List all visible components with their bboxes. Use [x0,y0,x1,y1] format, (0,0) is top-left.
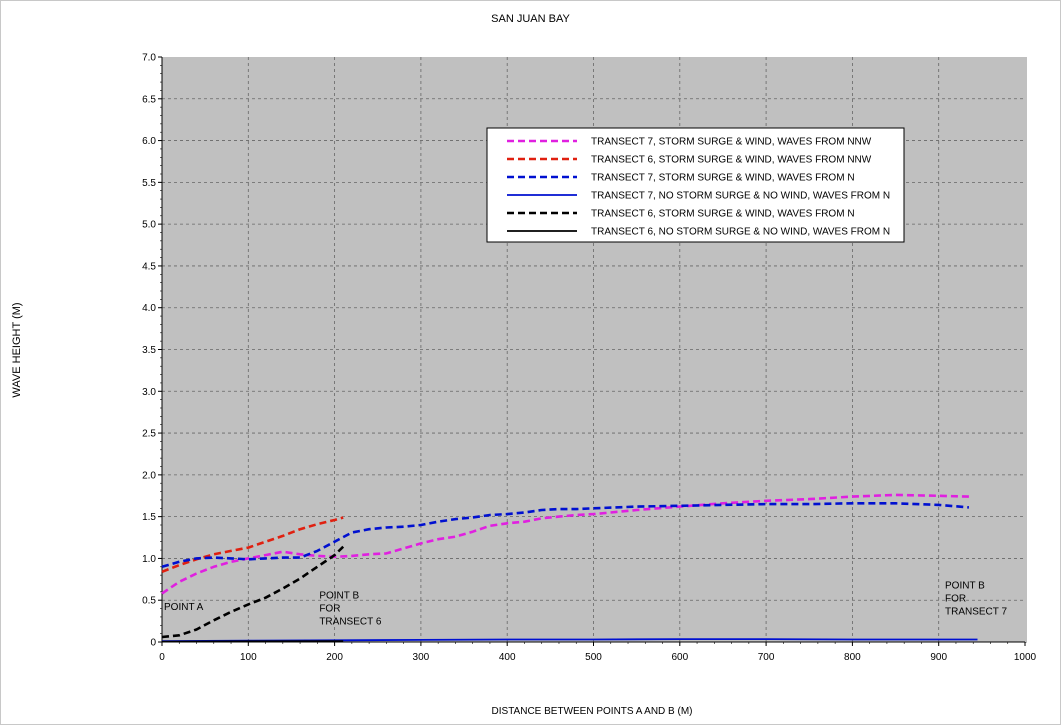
y-tick-label: 5.0 [142,220,156,231]
legend-entry-3: TRANSECT 7, STORM SURGE & WIND, WAVES FR… [591,173,855,184]
y-tick-label: 3.0 [142,387,156,398]
x-tick-label: 400 [499,652,516,663]
series-line-2 [161,516,344,574]
y-tick-label: 6.0 [142,136,156,147]
x-tick-label: 800 [844,652,861,663]
annotation-3: POINT B FOR TRANSECT 7 [945,581,1007,618]
x-tick-label: 1000 [1014,652,1037,663]
y-tick-label: 0 [150,638,156,649]
x-tick-label: 0 [159,652,165,663]
legend-entry-2: TRANSECT 6, STORM SURGE & WIND, WAVES FR… [591,155,872,166]
y-tick-label: 4.0 [142,303,156,314]
series-line-1 [161,493,969,595]
y-tick-label: 2.5 [142,429,156,440]
y-tick-label: 0.5 [142,596,156,607]
legend-box [486,127,905,243]
y-tick-label: 5.5 [142,178,156,189]
y-tick-label: 4.5 [142,261,156,272]
annotation-2: POINT B FOR TRANSECT 6 [319,591,381,628]
series-line-5 [161,545,345,639]
y-tick-label: 7.0 [142,53,156,64]
y-tick-label: 3.5 [142,345,156,356]
annotation-1: POINT A [164,602,204,613]
series-line-3 [161,501,970,569]
legend-entry-4: TRANSECT 7, NO STORM SURGE & NO WIND, WA… [591,191,890,202]
x-axis-label: DISTANCE BETWEEN POINTS A AND B (M) [491,706,693,717]
x-tick-label: 300 [413,652,430,663]
x-tick-label: 900 [930,652,947,663]
x-tick-label: 600 [671,652,688,663]
y-tick-label: 2.0 [142,470,156,481]
legend-entry-6: TRANSECT 6, NO STORM SURGE & NO WIND, WA… [591,227,890,238]
x-tick-label: 500 [585,652,602,663]
x-tick-label: 700 [758,652,775,663]
legend-entry-1: TRANSECT 7, STORM SURGE & WIND, WAVES FR… [591,137,872,148]
y-tick-label: 1.5 [142,512,156,523]
legend-entry-5: TRANSECT 6, STORM SURGE & WIND, WAVES FR… [591,209,855,220]
y-tick-label: 1.0 [142,554,156,565]
chart-title: SAN JUAN BAY [491,13,570,25]
x-tick-label: 200 [326,652,343,663]
x-tick-label: 100 [240,652,257,663]
y-tick-label: 6.5 [142,94,156,105]
